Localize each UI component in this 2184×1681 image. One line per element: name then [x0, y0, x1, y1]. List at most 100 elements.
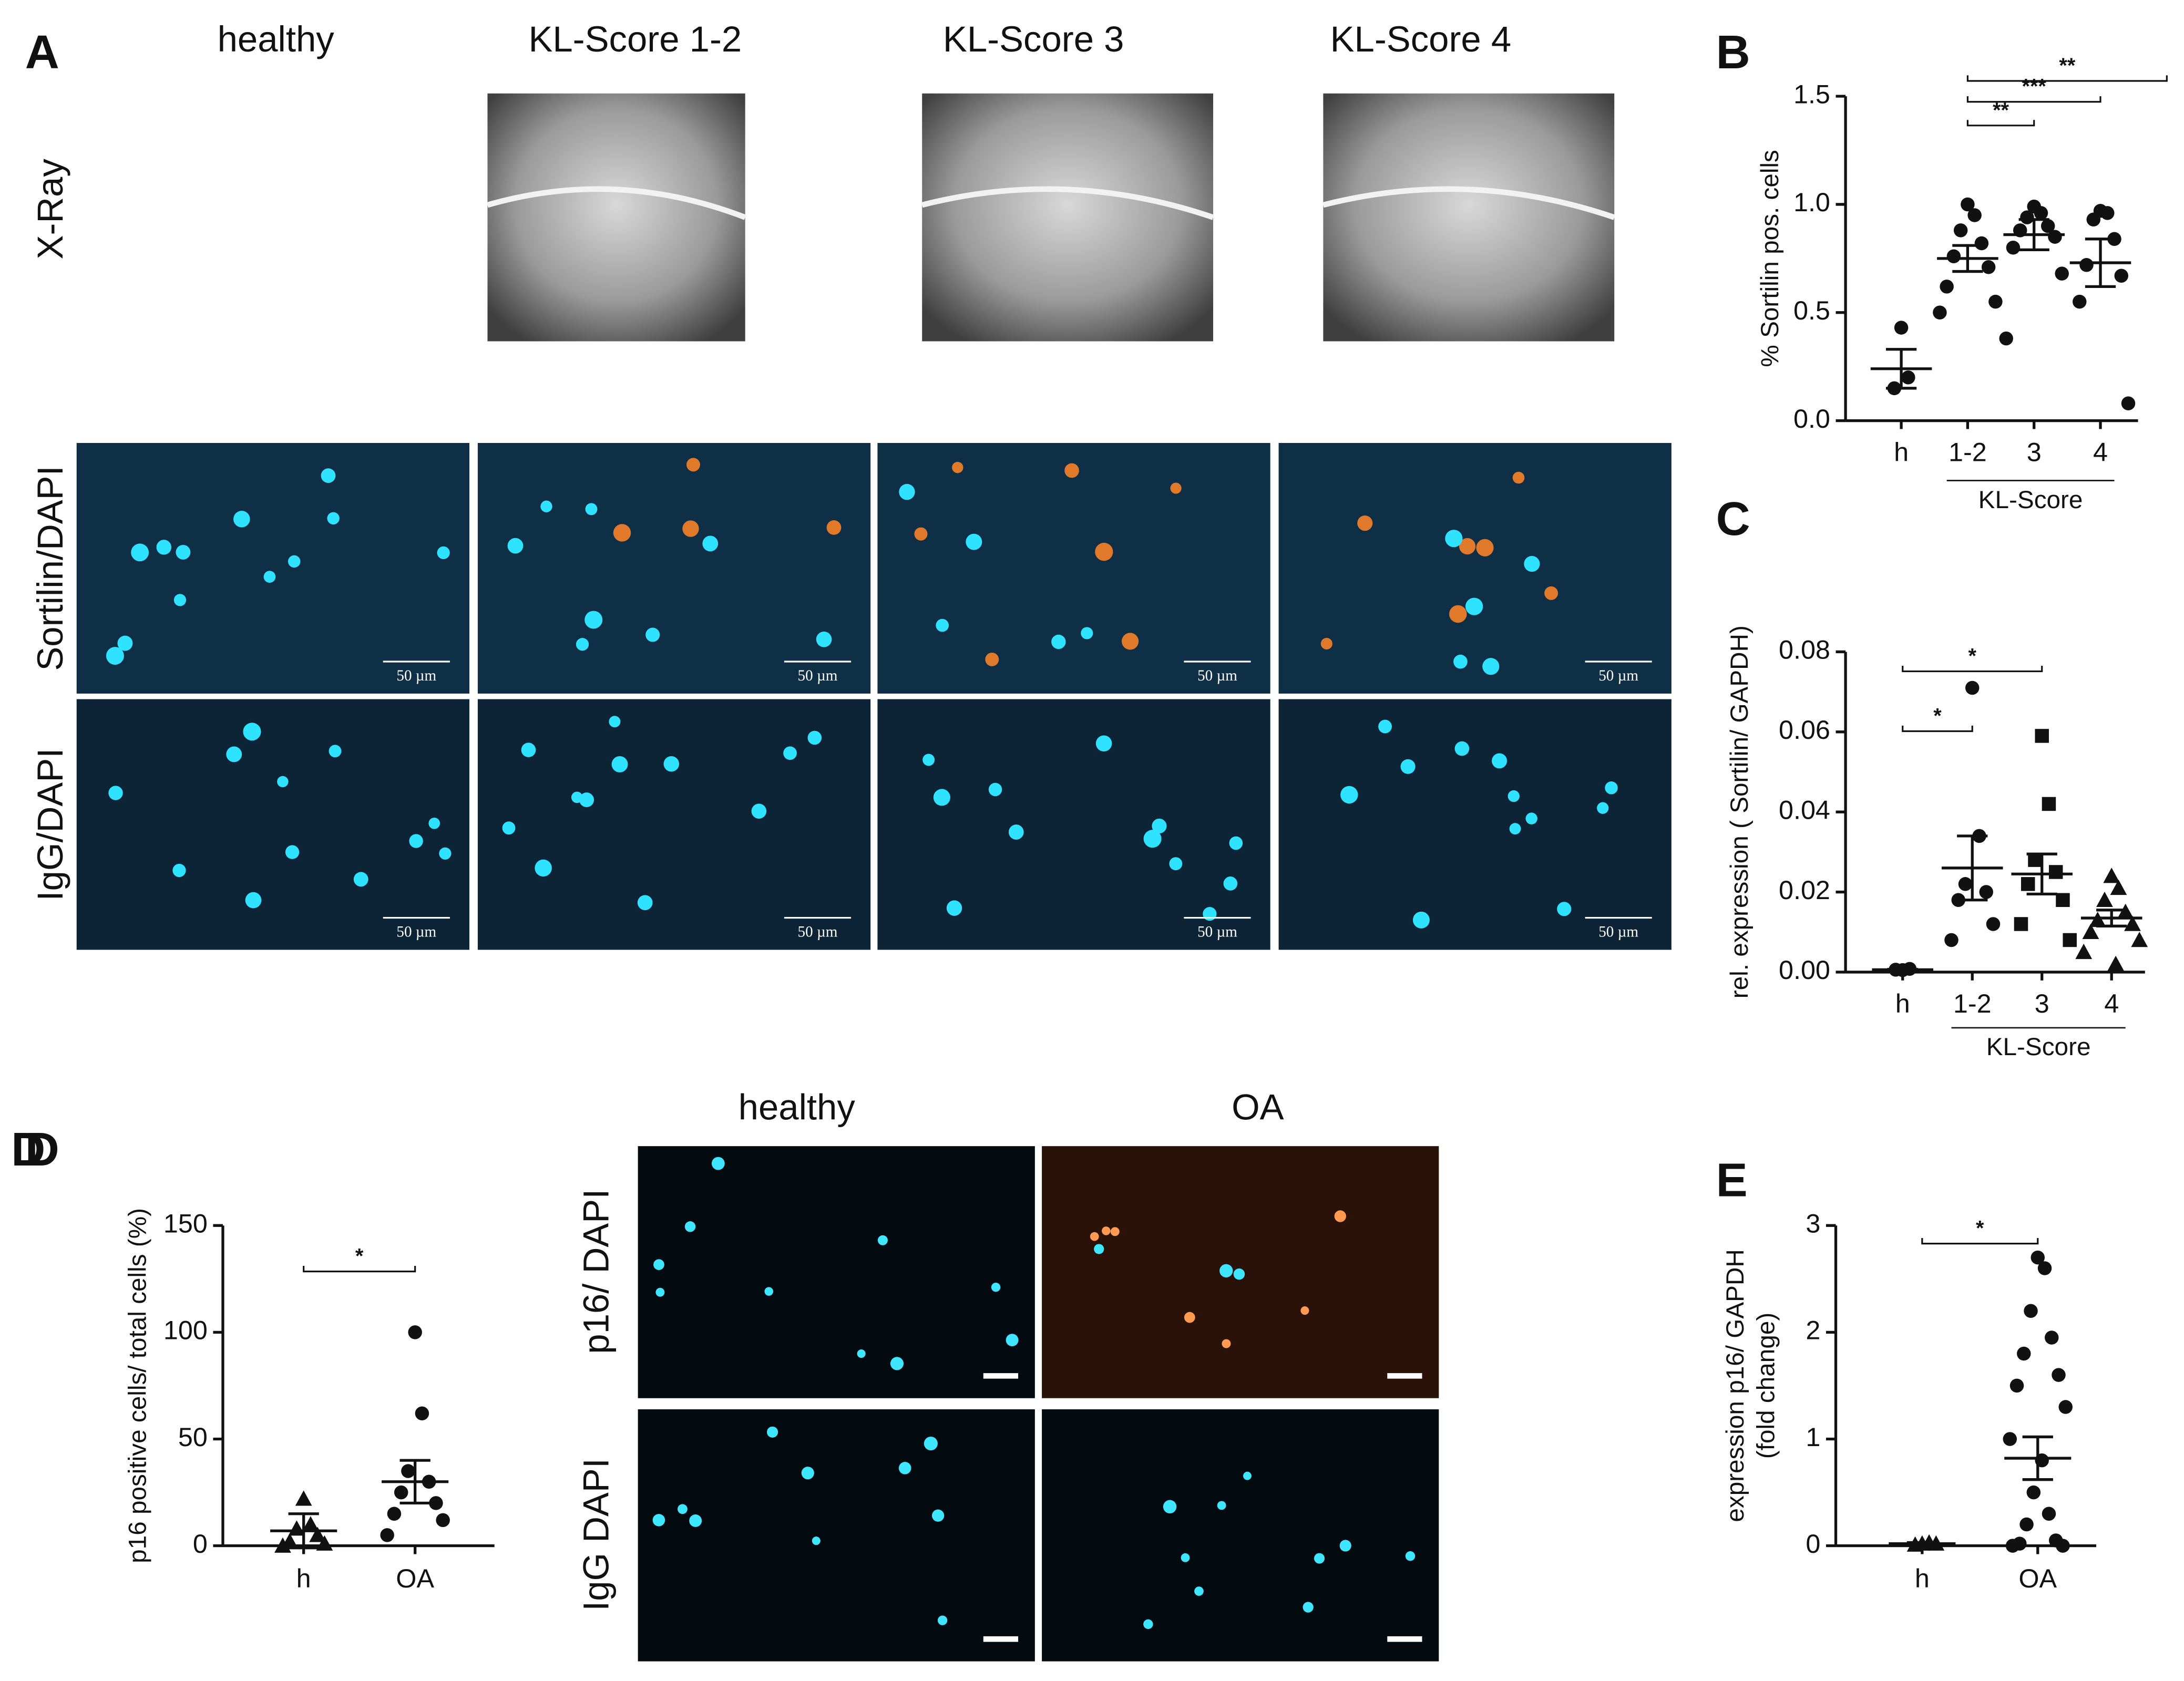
data-point: [2100, 206, 2115, 220]
y-tick-label: 0.0: [1793, 404, 1830, 434]
data-point: [1940, 280, 1954, 294]
y-axis-label: expression p16/ GAPDH: [1721, 1249, 1749, 1522]
data-point: [1961, 197, 1975, 212]
data-point: [2005, 1539, 2020, 1553]
data-point: [2082, 923, 2099, 939]
x-ray-image: [487, 93, 745, 342]
data-point: [1946, 249, 1961, 263]
y-tick-label: 0.00: [1779, 955, 1830, 985]
cell-nucleus: [924, 1436, 938, 1451]
data-point: [2031, 1250, 2045, 1265]
cell-nucleus: [1217, 1501, 1226, 1510]
data-point: [2006, 241, 2021, 255]
cell-nucleus: [106, 647, 124, 665]
scale-bar-label: 50 µm: [1598, 923, 1638, 940]
scale-bar-label: 50 µm: [1598, 667, 1638, 684]
cell-nucleus: [682, 520, 699, 537]
data-point: [2045, 1331, 2059, 1345]
micrograph: [877, 442, 1270, 694]
scale-bar-label: 50 µm: [798, 923, 838, 940]
data-point: [2096, 891, 2113, 907]
cell-nucleus: [877, 1235, 888, 1245]
data-point: [2037, 1261, 2052, 1275]
cell-nucleus: [702, 535, 719, 552]
data-point: [1988, 294, 2003, 309]
cell-nucleus: [801, 1467, 814, 1480]
data-point: [302, 1516, 319, 1532]
cell-nucleus: [409, 834, 423, 848]
row-label: p16/ DAPI: [576, 1189, 617, 1354]
cell-nucleus: [1512, 471, 1525, 484]
significance-bracket: [1966, 75, 2168, 82]
column-label: KL-Score 4: [1330, 19, 1512, 59]
y-tick-label: 0: [193, 1529, 208, 1559]
data-point: [1965, 680, 1980, 695]
text-layer: A healthy KL-Score 1-2 KL-Score 3 KL-Sco…: [25, 19, 1511, 1611]
row-label: IgG/DAPI: [30, 748, 70, 901]
cell-nucleus: [437, 546, 450, 560]
data-point: [2073, 294, 2087, 309]
column-label: healthy: [739, 1087, 856, 1127]
cell-nucleus: [686, 458, 700, 472]
data-point: [1981, 260, 1996, 274]
cell-nucleus: [1184, 1312, 1195, 1323]
data-point: [2110, 880, 2127, 895]
cell-nucleus: [1094, 1244, 1104, 1254]
micrograph: [1042, 1409, 1439, 1662]
cell-nucleus: [645, 627, 660, 642]
data-point: [2034, 206, 2048, 220]
x-tick-label: 3: [2027, 437, 2042, 467]
cell-nucleus: [890, 1357, 904, 1370]
column-label: OA: [1232, 1087, 1284, 1127]
cell-nucleus: [1229, 836, 1243, 850]
cell-nucleus: [439, 847, 452, 860]
cell-nucleus: [1169, 857, 1183, 871]
joint-space: [486, 186, 746, 220]
y-tick-label: 0.06: [1779, 715, 1830, 745]
significance-bracket: [303, 1266, 416, 1273]
cell-nucleus: [1143, 830, 1162, 848]
cell-nucleus: [931, 1509, 945, 1522]
cell-nucleus: [285, 845, 300, 859]
cell-nucleus: [1051, 634, 1066, 649]
data-point: [1901, 370, 1915, 385]
cell-nucleus: [156, 540, 172, 555]
micrograph: [1278, 699, 1672, 950]
significance-label: *: [355, 1245, 364, 1268]
significance-bracket: [1902, 725, 1973, 733]
data-point: [2056, 1539, 2070, 1553]
data-point: [2063, 933, 2077, 947]
cell-nucleus: [507, 538, 524, 554]
data-point: [2014, 917, 2028, 931]
cell-nucleus: [914, 527, 928, 541]
cell-nucleus: [1223, 876, 1238, 891]
scale-bar-label: 50 µm: [396, 667, 436, 684]
cell-nucleus: [1544, 586, 1558, 600]
column-label: KL-Score 3: [943, 19, 1124, 59]
y-axis-label: % Sortilin pos. cells: [1756, 150, 1784, 367]
significance-bracket: [1966, 120, 2035, 127]
cell-nucleus: [613, 524, 631, 542]
cell-nucleus: [327, 512, 340, 525]
data-point: [1967, 208, 1982, 222]
cell-nucleus: [766, 1426, 778, 1438]
data-point: [2019, 1517, 2034, 1532]
data-point: [394, 1485, 408, 1500]
cell-nucleus: [263, 571, 276, 583]
cell-nucleus: [353, 872, 368, 887]
cell-nucleus: [816, 631, 832, 647]
y-tick-label: 1.5: [1793, 79, 1830, 109]
cell-nucleus: [653, 1259, 664, 1270]
cell-nucleus: [985, 652, 999, 666]
x-tick-label: 4: [2104, 988, 2119, 1018]
x-tick-label: 1-2: [1953, 988, 1992, 1018]
cell-nucleus: [1445, 530, 1463, 548]
significance-bracket: [1902, 665, 2043, 673]
x-tick-label: h: [1894, 437, 1909, 467]
cell-nucleus: [117, 635, 133, 651]
cell-nucleus: [899, 483, 915, 500]
cell-nucleus: [243, 723, 261, 741]
cell-nucleus: [677, 1504, 688, 1514]
x-ray-image: [922, 93, 1214, 342]
data-point: [2017, 1346, 2031, 1361]
